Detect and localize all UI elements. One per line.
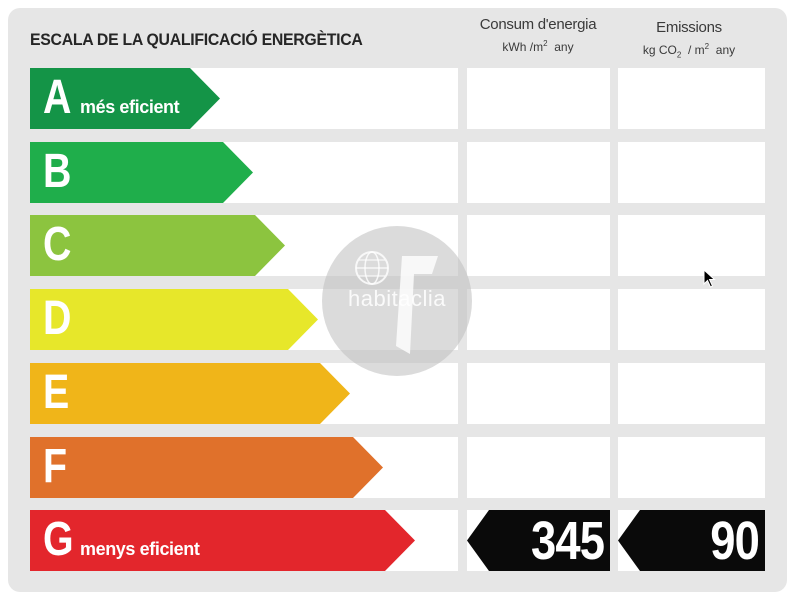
consum-value: 345 — [530, 511, 605, 571]
rating-letter: F — [43, 440, 68, 493]
rating-bar-b: B — [30, 142, 253, 203]
rating-letter: G — [43, 513, 74, 566]
rating-bar-e: E — [30, 363, 350, 424]
emissions-cell — [618, 142, 765, 203]
rating-caption: menys eficient — [80, 539, 200, 559]
emissions-cell — [618, 437, 765, 498]
consum-cell — [467, 215, 610, 276]
rating-letter: E — [43, 366, 70, 419]
column-unit-emissions: kg CO2 / m2 any — [642, 41, 736, 60]
emissions-cell — [618, 215, 765, 276]
rating-letter: D — [43, 292, 72, 345]
consum-cell — [467, 68, 610, 129]
column-label-emissions: Emissions — [656, 19, 722, 36]
consum-cell — [467, 437, 610, 498]
emissions-cell — [618, 289, 765, 350]
page-title: ESCALA DE LA QUALIFICACIÓ ENERGÈTICA — [30, 31, 363, 49]
emissions-cell — [618, 363, 765, 424]
rating-letter: A — [43, 71, 72, 124]
rating-letter: C — [43, 218, 72, 271]
watermark-logo: habitaclia — [322, 226, 472, 376]
consum-cell — [467, 289, 610, 350]
column-unit-consum: kWh /m2 any — [502, 38, 574, 54]
emissions-cell — [618, 68, 765, 129]
rating-bar-c: C — [30, 215, 285, 276]
consum-cell — [467, 363, 610, 424]
rating-letter: B — [43, 145, 72, 198]
emissions-value-badge: 90 — [618, 510, 765, 571]
column-header-emissions: Emissions kg CO2 / m2 any — [617, 19, 761, 60]
mouse-pointer-icon — [703, 269, 716, 288]
rating-bar-f: F — [30, 437, 383, 498]
globe-icon — [355, 251, 438, 354]
column-header-consum: Consum d'energia kWh /m2 any — [466, 16, 610, 55]
rating-bar-d: D — [30, 289, 318, 350]
watermark-text: habitaclia — [348, 286, 446, 311]
rating-caption: més eficient — [80, 97, 180, 117]
consum-cell — [467, 142, 610, 203]
emissions-value: 90 — [710, 511, 760, 571]
consum-value-badge: 345 — [467, 510, 610, 571]
column-label-consum: Consum d'energia — [479, 16, 597, 33]
